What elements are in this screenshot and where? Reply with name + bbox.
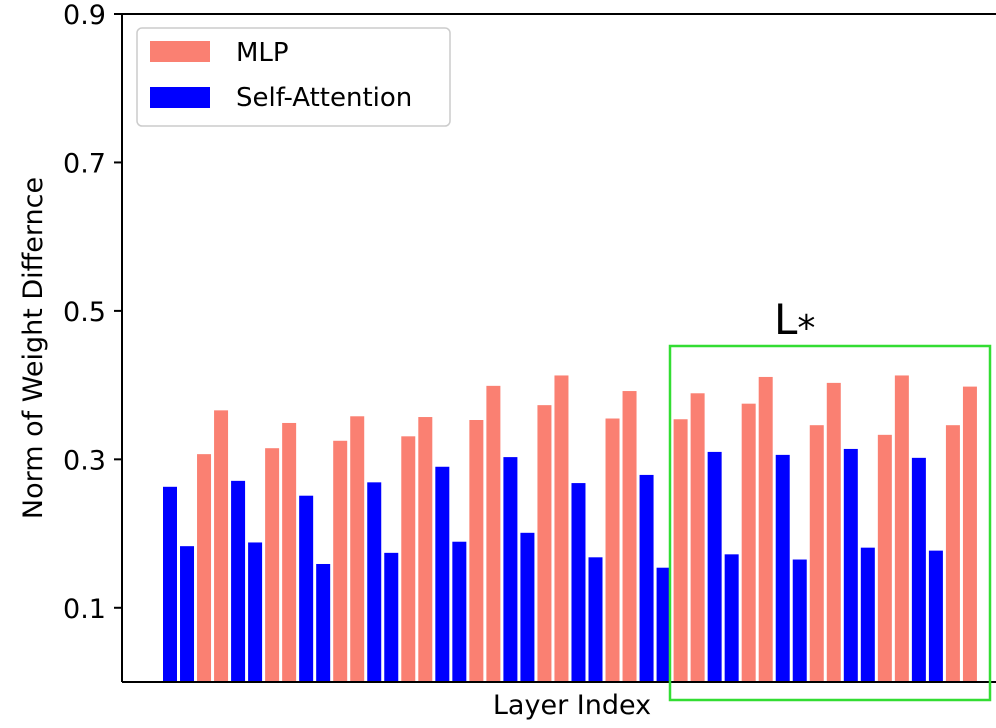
attention-bar [911,457,926,682]
mlp-bar [894,375,909,682]
attention-bar [928,550,943,682]
mlp-bar [962,386,977,682]
mlp-bar [350,416,365,682]
axes-group [121,13,996,683]
mlp-bar [673,419,688,682]
attention-bar [452,541,467,682]
mlp-bar [537,405,552,682]
attention-bar [656,567,671,682]
mlp-bar [945,425,960,682]
legend-frame [136,27,451,127]
attention-bar [588,557,603,682]
y-tick-label: 0.1 [63,594,106,625]
attention-bar [367,482,382,682]
attention-bar [163,486,177,682]
mlp-bar [486,385,501,682]
attention-bar [843,448,858,682]
mlp-bar [741,403,756,682]
attention-bar [639,474,654,682]
attention-bar [384,552,399,682]
highlight-label-main: L [774,295,798,344]
y-tick-label: 0.9 [63,0,106,31]
mlp-bar [418,417,433,682]
mlp-bar [282,422,297,682]
legend-swatch-self-attention [150,87,210,108]
mlp-bar [605,418,620,682]
attention-bar [520,532,535,682]
mlp-bar [333,440,348,682]
legend-swatch-mlp [150,41,210,62]
legend-label-mlp: MLP [236,38,289,68]
mlp-bar [401,436,416,682]
attention-bar [775,454,790,682]
mlp-bar [809,425,824,682]
mlp-bar [826,382,841,682]
attention-bar [299,495,314,682]
attention-bar [860,547,875,682]
mlp-bar [214,410,229,682]
mlp-bar [758,376,773,682]
highlight-box [668,344,992,702]
legend: MLP Self-Attention [136,27,451,127]
attention-bar [707,451,722,682]
y-tick-label: 0.7 [63,148,106,179]
mlp-bar [877,434,892,682]
attention-bar [792,559,807,682]
mlp-bar [690,393,705,682]
x-axis-label: Layer Index [493,690,651,721]
attention-bar [724,554,739,682]
legend-label-self-attention: Self-Attention [236,83,412,113]
bars-group [163,375,977,682]
y-tick-label: 0.3 [63,445,106,476]
attention-bar [571,483,586,682]
attention-bar [316,563,331,682]
mlp-bar [622,391,637,682]
highlight-label-subscript: * [797,308,815,349]
mlp-bar [197,454,212,682]
mlp-bar [554,375,569,682]
y-ticks-group: 0.1 0.3 0.5 0.7 0.9 [63,0,122,625]
highlight-label: L* [774,295,815,349]
y-tick-label: 0.5 [63,297,106,328]
mlp-bar [469,420,484,682]
mlp-bar [265,448,280,682]
attention-bar [435,466,450,682]
y-axis-label: Norm of Weight Differnce [18,177,49,519]
attention-bar [503,457,518,682]
attention-bar [180,546,195,682]
attention-bar [248,542,263,682]
attention-bar [231,480,246,682]
